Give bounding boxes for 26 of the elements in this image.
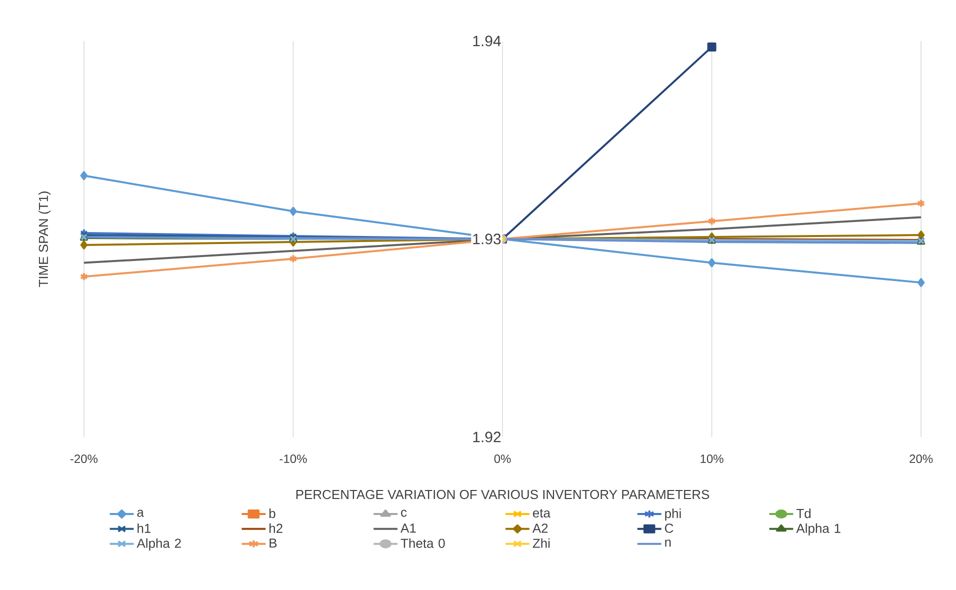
- legend-label: n: [665, 540, 671, 547]
- legend-label: a: [137, 510, 144, 517]
- y-tick-label: 1.94: [473, 36, 501, 46]
- legend-label: eta: [532, 509, 550, 518]
- x-tick-label: 10%: [700, 454, 724, 464]
- legend-label: Alpha 1: [796, 523, 840, 536]
- legend-label: phi: [665, 508, 681, 521]
- legend-label: Zhi: [532, 538, 550, 548]
- legend-label: A1: [400, 524, 416, 533]
- legend-label: h1: [138, 523, 151, 533]
- x-tick-label: 20%: [910, 454, 933, 464]
- legend-label: C: [664, 524, 674, 533]
- legend-label: b: [269, 508, 276, 518]
- legend-label: h2: [269, 523, 282, 533]
- legend-label: A2: [532, 524, 548, 533]
- legend-label: B: [270, 538, 277, 548]
- x-axis-title: PERCENTAGE VARIATION OF VARIOUS INVENTORY PARAMETERS: [296, 490, 710, 500]
- y-tick-label: 1.92: [473, 432, 501, 442]
- x-tick-label: -20%: [70, 454, 98, 464]
- y-axis-title: TIME SPAN (T1): [38, 192, 51, 287]
- legend-label: Td: [796, 508, 811, 518]
- legend-label: Theta 0: [400, 538, 445, 548]
- x-tick-label: -10%: [280, 454, 307, 464]
- legend-label: c: [401, 510, 407, 517]
- x-tick-label: 0%: [494, 454, 511, 464]
- legend-label: Alpha 2: [136, 538, 181, 550]
